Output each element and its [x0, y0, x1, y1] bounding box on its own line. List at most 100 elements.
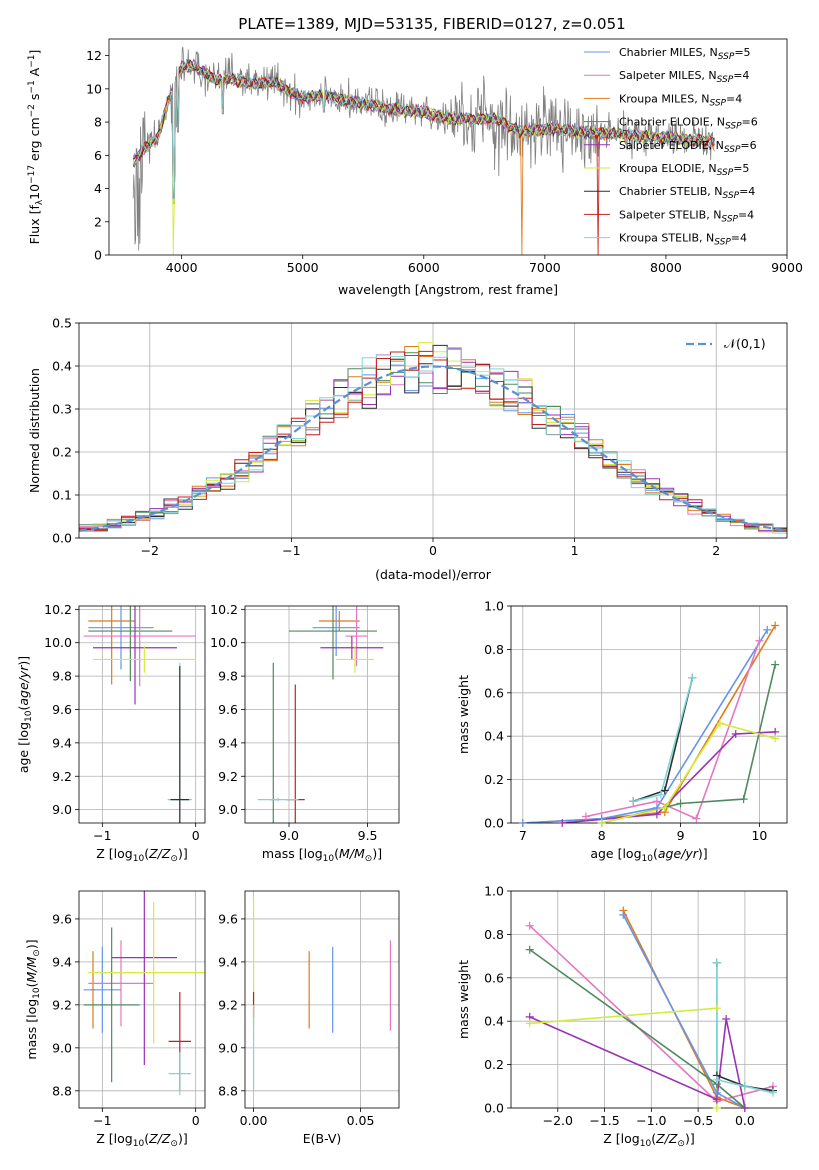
y-tick-label: 9.0: [52, 1040, 72, 1055]
y-tick-label: 9.0: [218, 1040, 238, 1055]
y-tick-label: 0.4: [52, 359, 72, 374]
plot-area: [79, 342, 787, 534]
axes-frame: [510, 605, 788, 824]
figure-title: PLATE=1389, MJD=53135, FIBERID=0127, z=0…: [238, 15, 625, 33]
y-tick-label: 9.4: [52, 954, 72, 969]
x-tick-label: 9.0: [279, 828, 299, 843]
y-tick-label: 10.2: [210, 602, 238, 617]
y-tick-label: 0.0: [484, 1101, 504, 1116]
marker-chabrier_miles: [763, 625, 772, 634]
legend-label-normal: 𝒩(0,1): [724, 336, 766, 351]
y-tick-label: 0.0: [484, 816, 504, 831]
y-tick-label: 0.4: [484, 1014, 504, 1029]
x-tick-label: 0: [192, 828, 200, 843]
x-tick-label: −1.5: [589, 1113, 619, 1128]
x-axis-label: mass [log10(M/M⊙)]: [262, 846, 382, 864]
axes-frame: [244, 605, 400, 824]
marker-chabrier_elodie: [771, 660, 780, 669]
y-tick-label: 9.2: [218, 997, 238, 1012]
x-tick-label: 8000: [650, 260, 682, 275]
y-tick-label: 0.6: [484, 970, 504, 985]
marker-kroupa_elodie: [712, 1004, 721, 1013]
y-tick-label: 1.0: [484, 599, 504, 614]
x-tick-label: −1: [93, 828, 111, 843]
plot-spectrum: 4000 5000 6000 7000 8000 9000 0 2 4 6 8 10 12 wavelen…: [27, 38, 803, 297]
legend-label-salpeter_elodie: Salpeter ELODIE, NSSP=6: [619, 139, 757, 155]
marker-kroupa_stelib: [629, 797, 638, 806]
marker-chabrier_elodie: [525, 945, 534, 954]
x-axis-label: Z [log10(Z/Z⊙)]: [603, 1131, 694, 1149]
x-tick-label: −2.0: [543, 1113, 573, 1128]
plot-mass_vs_ebv: 0.00 0.05 8.8 9.0 9.2 9.4 9.6 E(B-V): [218, 890, 400, 1146]
marker-salpeter_elodie: [740, 1104, 749, 1112]
marker-chabrier_elodie: [676, 799, 685, 808]
y-axis-label: Normed distribution: [27, 368, 42, 493]
plot-age_vs_Z: −1 0 9.0 9.2 9.4 9.6 9.8 10.0 10.2 Z [log10(Z/Z⊙)…: [16, 602, 206, 864]
y-tick-label: 8.8: [218, 1083, 238, 1098]
y-tick-label: 0.8: [484, 642, 504, 657]
x-tick-label: 0.05: [347, 1113, 375, 1128]
y-tick-label: 0.4: [484, 729, 504, 744]
legend-label-chabrier_miles: Chabrier MILES, NSSP=5: [619, 46, 751, 62]
model-salpeter_stelib: [132, 59, 715, 255]
y-tick-label: 2: [94, 214, 102, 229]
axes-frame: [78, 890, 206, 1109]
marker-salpeter_elodie: [652, 810, 661, 819]
y-tick-label: 9.0: [218, 802, 238, 817]
y-tick-label: 8: [94, 115, 102, 130]
legend-label-chabrier_elodie: Chabrier ELODIE, NSSP=6: [619, 116, 758, 132]
hist-salpeter_elodie: [79, 348, 787, 532]
series-kroupa_miles: [522, 625, 776, 823]
hist-kroupa_stelib: [79, 347, 787, 534]
marker-kroupa_elodie: [712, 1104, 721, 1112]
marker-salpeter_elodie: [722, 1015, 731, 1024]
y-tick-label: 9.4: [52, 735, 72, 750]
y-tick-label: 0.0: [52, 531, 72, 546]
y-tick-label: 9.6: [52, 702, 72, 717]
y-tick-label: 9.2: [52, 997, 72, 1012]
y-tick-label: 0.6: [484, 685, 504, 700]
x-tick-label: 10: [751, 828, 767, 843]
y-tick-label: 9.2: [218, 769, 238, 784]
legend: Chabrier MILES, NSSP=5 Salpeter MILES, NS…: [584, 46, 758, 248]
x-tick-label: 4000: [166, 260, 198, 275]
x-axis-label: wavelength [Angstrom, rest frame]: [338, 282, 558, 297]
marker-kroupa_miles: [771, 621, 780, 630]
series-chabrier_stelib: [632, 677, 694, 803]
legend-label-kroupa_miles: Kroupa MILES, NSSP=4: [619, 92, 742, 108]
marker-kroupa_stelib: [712, 1075, 721, 1084]
marker-chabrier_stelib: [660, 786, 669, 795]
marker-kroupa_elodie: [597, 819, 606, 827]
legend-label-salpeter_miles: Salpeter MILES, NSSP=4: [619, 69, 749, 85]
series-salpeter_elodie: [529, 1016, 746, 1108]
axes-frame: [108, 38, 788, 256]
plot-area: [132, 46, 715, 255]
y-tick-label: 9.8: [52, 669, 72, 684]
marker-salpeter_miles: [692, 814, 701, 823]
y-tick-label: 9.8: [218, 669, 238, 684]
y-tick-label: 9.6: [218, 702, 238, 717]
marker-chabrier_miles: [619, 910, 628, 919]
x-tick-label: 9.5: [358, 828, 378, 843]
y-tick-label: 0: [94, 248, 102, 263]
marker-kroupa_elodie: [771, 734, 780, 743]
marker-salpeter_elodie: [712, 1095, 721, 1104]
x-axis-label: (data-model)/error: [375, 567, 492, 582]
y-tick-label: 10.2: [44, 602, 72, 617]
marker-kroupa_elodie: [715, 719, 724, 728]
y-tick-label: 9.4: [218, 954, 238, 969]
marker-kroupa_stelib: [740, 1082, 749, 1091]
x-tick-label: −1: [282, 543, 300, 558]
plot-age_vs_mass: 9.0 9.5 9.0 9.2 9.4 9.6 9.8 10.0 10.2 mass [log10…: [210, 602, 400, 864]
x-tick-label: −1.0: [636, 1113, 666, 1128]
marker-kroupa_elodie: [660, 803, 669, 812]
y-axis-label: age [log10(age/yr)]: [16, 656, 34, 773]
model-kroupa_stelib: [132, 59, 715, 199]
marker-chabrier_miles: [518, 819, 527, 827]
series-kroupa_elodie: [601, 722, 776, 823]
y-axis-label: Flux [fλ10−17 erg cm−2 s−1 A−1]: [27, 50, 45, 245]
y-tick-label: 0.5: [52, 316, 72, 331]
legend-label-chabrier_stelib: Chabrier STELIB, NSSP=4: [619, 185, 755, 201]
y-tick-label: 10: [86, 81, 102, 96]
